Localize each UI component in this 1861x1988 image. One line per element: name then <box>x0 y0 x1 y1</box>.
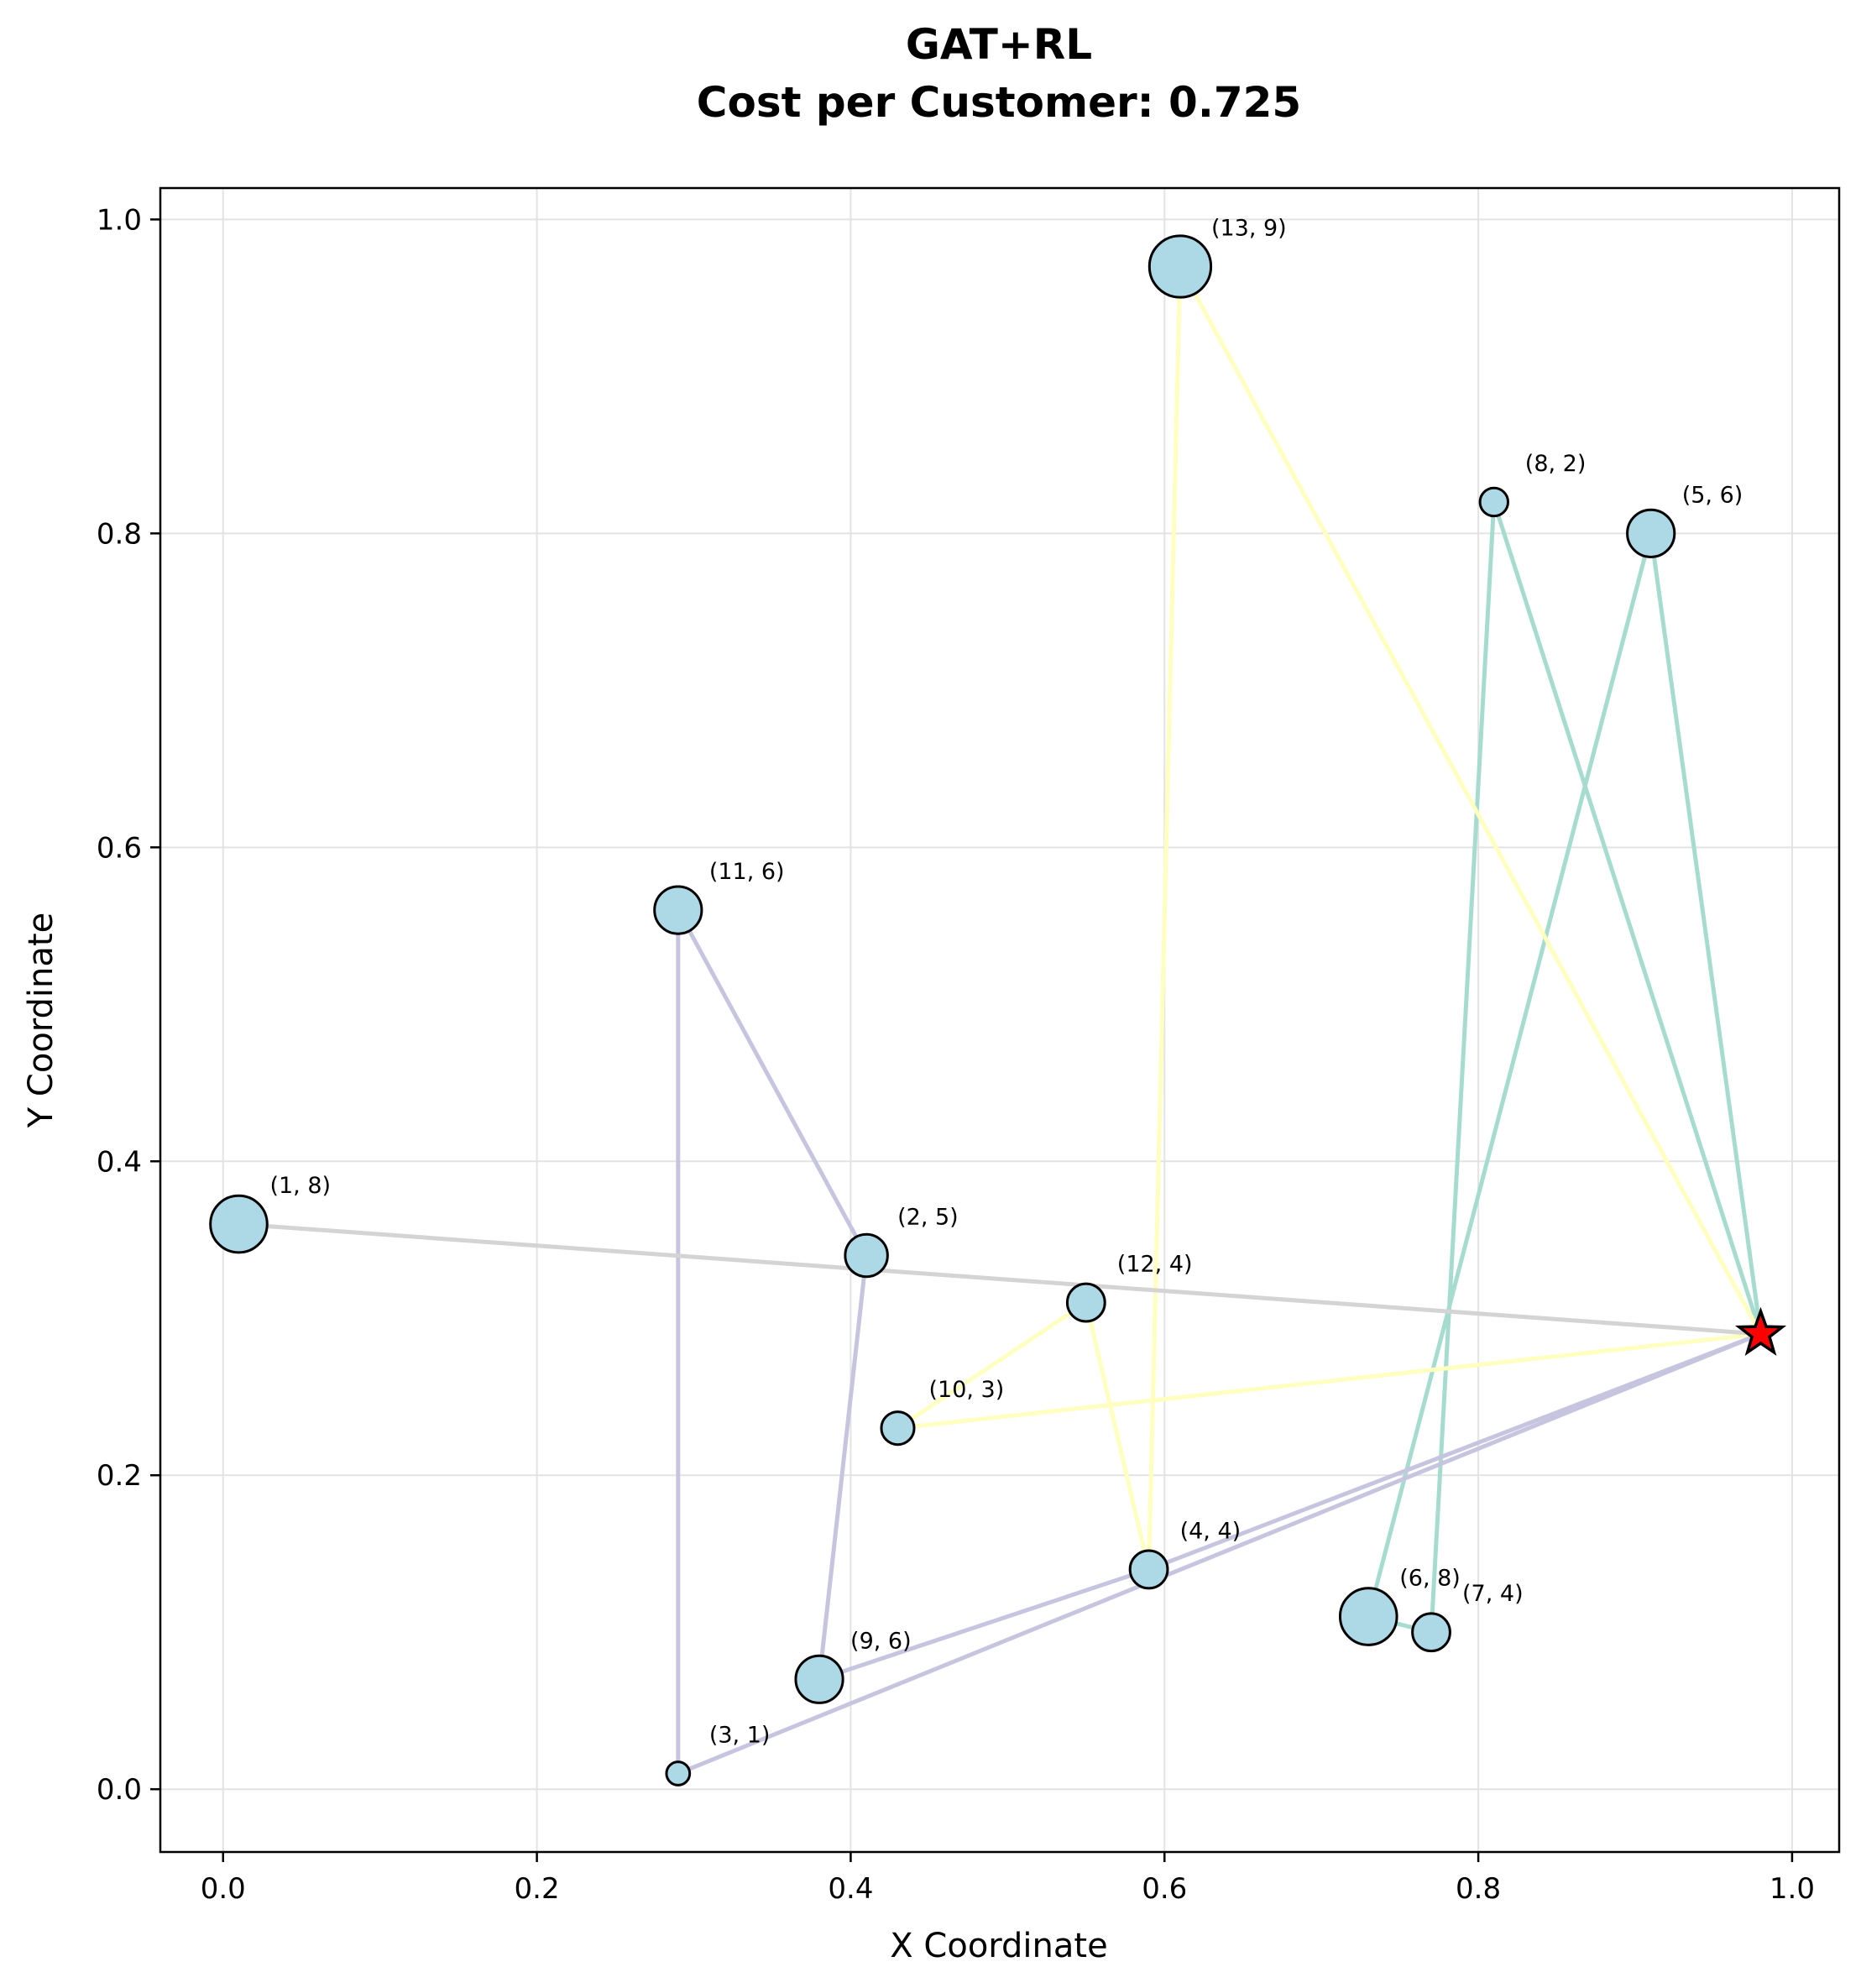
x-tick-label-3: 0.6 <box>1142 1872 1187 1906</box>
y-tick-label-1: 0.2 <box>97 1459 142 1493</box>
y-tick-label-4: 0.8 <box>97 517 142 551</box>
customer-label-8: (8, 2) <box>1525 451 1587 477</box>
y-tick-label-2: 0.4 <box>97 1145 142 1179</box>
customer-label-1: (1, 8) <box>269 1173 331 1199</box>
node-labels: (1, 8) (2, 5) (3, 1) (4, 4) (5, 6) (6, 8)(7, … <box>269 215 1743 1748</box>
customer-node-8 <box>1478 486 1509 518</box>
customer-label-6: (6, 8) <box>1399 1566 1461 1592</box>
customer-label-9: (9, 6) <box>850 1628 912 1654</box>
x-axis-label: X Coordinate <box>890 1927 1107 1965</box>
x-tick-label-2: 0.4 <box>828 1872 873 1906</box>
x-tick-label-0: 0.0 <box>201 1872 246 1906</box>
customer-label-5: (5, 6) <box>1682 482 1743 508</box>
customer-label-10: (10, 3) <box>929 1377 1005 1403</box>
grid-lines <box>160 188 1839 1852</box>
x-tick-label-1: 0.2 <box>515 1872 560 1906</box>
customer-label-2: (2, 5) <box>897 1204 959 1230</box>
customer-label-13: (13, 9) <box>1211 215 1287 241</box>
plot-frame <box>159 186 1841 1854</box>
chart-title: GAT+RL <box>906 20 1092 69</box>
y-axis-label: Y Coordinate <box>22 913 60 1128</box>
route-line-4 <box>236 1222 1764 1337</box>
x-tick-label-5: 1.0 <box>1770 1872 1815 1906</box>
depot-star <box>1734 1306 1787 1357</box>
customer-node-12 <box>1065 1282 1106 1323</box>
customer-node-6 <box>1338 1587 1398 1646</box>
customer-label-7: (7, 4) <box>1462 1581 1524 1607</box>
y-tick-label-3: 0.6 <box>97 831 142 865</box>
customer-node-13 <box>1147 234 1213 299</box>
x-axis-ticks: 0.0 0.2 0.4 0.6 0.8 1.0 <box>201 1852 1815 1906</box>
customer-node-5 <box>1626 508 1676 558</box>
customer-node-2 <box>844 1232 889 1279</box>
customer-node-11 <box>653 885 703 935</box>
x-tick-label-4: 0.8 <box>1456 1872 1501 1906</box>
customer-node-7 <box>1411 1612 1451 1653</box>
customer-node-4 <box>1128 1549 1169 1590</box>
customer-node-1 <box>209 1194 269 1254</box>
customer-node-9 <box>794 1654 844 1704</box>
chart-subtitle: Cost per Customer: 0.725 <box>697 78 1301 127</box>
customer-node-10 <box>880 1410 916 1447</box>
route-line-1 <box>1366 500 1764 1635</box>
route-line-2 <box>896 264 1764 1572</box>
customer-nodes <box>209 234 1676 1787</box>
customer-label-12: (12, 4) <box>1117 1252 1193 1278</box>
y-axis-ticks: 0.0 0.2 0.4 0.6 0.8 1.0 <box>97 203 160 1807</box>
customer-label-11: (11, 6) <box>709 859 785 885</box>
customer-label-4: (4, 4) <box>1180 1518 1242 1544</box>
customer-node-3 <box>665 1760 692 1787</box>
depot-marker <box>1734 1306 1787 1357</box>
customer-label-3: (3, 1) <box>709 1723 771 1749</box>
y-tick-label-5: 1.0 <box>97 203 142 237</box>
y-tick-label-0: 0.0 <box>97 1773 142 1807</box>
